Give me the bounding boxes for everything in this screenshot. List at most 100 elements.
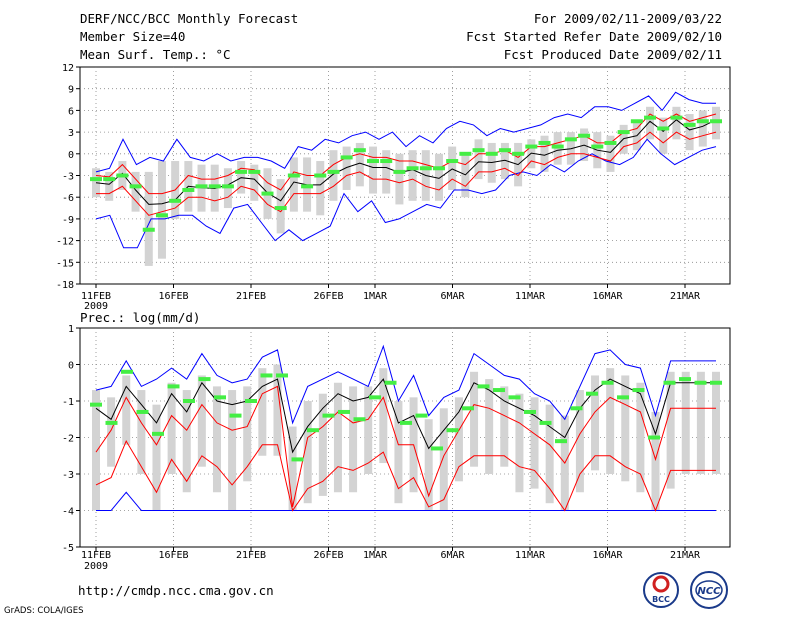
- box-bar: [545, 404, 554, 504]
- marker-point: [182, 187, 195, 192]
- box-bar: [167, 382, 176, 474]
- marker-point: [696, 119, 709, 124]
- marker-point: [327, 169, 340, 174]
- marker-point: [710, 119, 722, 124]
- bcc-logo-text: BCC: [652, 595, 670, 604]
- footer-url-link[interactable]: http://cmdp.ncc.cma.gov.cn: [78, 583, 274, 598]
- y-tick-label: -2: [62, 434, 74, 445]
- marker-point: [617, 395, 629, 400]
- marker-point: [459, 151, 472, 156]
- box-bar: [672, 106, 681, 140]
- marker-point: [274, 206, 287, 211]
- marker-point: [472, 148, 485, 153]
- marker-point: [105, 420, 118, 425]
- y-tick-label: -9: [62, 215, 74, 226]
- box-bar: [273, 364, 282, 456]
- x-tick-label: 16FEB: [158, 291, 188, 302]
- marker-point: [367, 159, 380, 164]
- ncc-logo: NCC: [690, 571, 728, 609]
- box-bar: [434, 153, 443, 201]
- marker-point: [446, 428, 459, 433]
- y-tick-label: 12: [62, 63, 74, 74]
- box-bar: [515, 393, 524, 493]
- grads-credit: GrADS: COLA/IGES: [4, 606, 84, 616]
- marker-point: [129, 184, 142, 189]
- box-bar: [144, 171, 153, 266]
- box-bar: [157, 161, 166, 259]
- marker-point: [322, 413, 335, 418]
- y-tick-label: 0: [68, 150, 74, 161]
- box-bar: [591, 375, 600, 471]
- x-tick-label: 16MAR: [592, 550, 623, 561]
- box-bar: [394, 401, 403, 504]
- marker-point: [644, 115, 657, 120]
- box-bar: [364, 386, 373, 474]
- marker-point: [169, 198, 182, 203]
- variable-label-bottom: Prec.: log(mm/d): [80, 310, 200, 325]
- box-bar: [636, 382, 645, 493]
- box-bar: [698, 110, 707, 147]
- y-tick-label: -1: [62, 397, 74, 408]
- member-size-label: Member Size=40: [80, 29, 186, 44]
- box-bar: [685, 114, 694, 151]
- marker-point: [314, 173, 327, 178]
- box-bar: [258, 368, 267, 456]
- y-tick-label: -5: [62, 543, 74, 554]
- marker-point: [142, 227, 155, 232]
- box-bar: [333, 382, 342, 493]
- box-bar: [712, 371, 720, 474]
- marker-point: [260, 373, 273, 378]
- y-tick-label: -18: [56, 280, 74, 291]
- box-bar: [92, 390, 100, 511]
- marker-point: [276, 373, 288, 378]
- marker-point: [384, 380, 397, 385]
- marker-point: [340, 155, 353, 160]
- marker-point: [446, 159, 459, 164]
- y-tick-label: -12: [56, 237, 74, 248]
- box-bar: [448, 146, 457, 190]
- x-tick-label: 11MAR: [515, 291, 546, 302]
- variable-label-top: Mean Surf. Temp.: °C: [80, 47, 231, 62]
- x-tick-label: 1MAR: [363, 550, 388, 561]
- box-bar: [461, 153, 470, 198]
- forecast-produced-date: Fcst Produced Date 2009/02/11: [503, 47, 722, 62]
- marker-point: [462, 406, 474, 411]
- marker-point: [524, 409, 536, 414]
- marker-point: [431, 446, 443, 451]
- marker-point: [498, 148, 511, 153]
- marker-point: [167, 384, 180, 389]
- marker-point: [710, 380, 722, 385]
- x-tick-label: 6MAR: [440, 550, 465, 561]
- series-lower-line: [95, 138, 717, 249]
- box-bar: [408, 150, 417, 201]
- marker-point: [261, 191, 274, 196]
- marker-point: [564, 137, 577, 142]
- marker-point: [393, 169, 406, 174]
- box-bar: [540, 135, 549, 172]
- marker-point: [291, 457, 304, 462]
- marker-point: [198, 377, 211, 382]
- marker-point: [116, 173, 129, 178]
- box-bar: [369, 146, 378, 194]
- box-bar: [137, 390, 146, 474]
- y-tick-label: 0: [68, 361, 74, 372]
- marker-point: [419, 166, 432, 171]
- y-tick-label: 6: [68, 106, 74, 117]
- marker-point: [235, 169, 248, 174]
- box-bar: [659, 117, 668, 154]
- marker-point: [301, 184, 314, 189]
- x-tick-label: 1MAR: [363, 291, 388, 302]
- marker-point: [90, 177, 102, 182]
- box-bar: [500, 386, 509, 467]
- marker-point: [578, 133, 591, 138]
- box-bar: [439, 408, 448, 511]
- marker-point: [538, 140, 551, 145]
- box-bar: [303, 401, 312, 504]
- marker-point: [604, 140, 617, 145]
- marker-point: [679, 377, 691, 382]
- marker-point: [221, 184, 234, 189]
- series-lower-line: [96, 491, 716, 511]
- box-bar: [575, 390, 584, 493]
- x-tick-label: 21FEB: [236, 291, 266, 302]
